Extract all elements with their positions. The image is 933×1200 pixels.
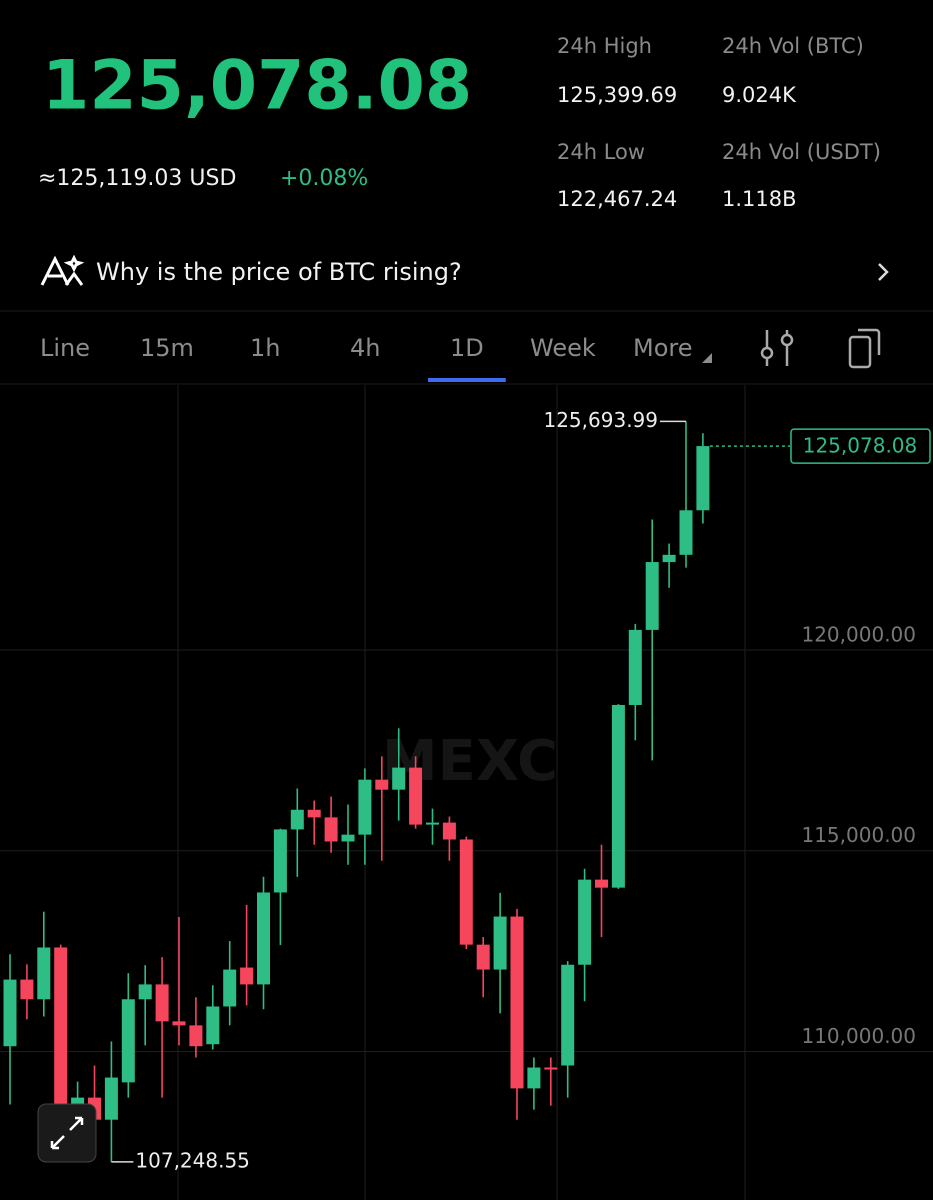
stat-value: 125,399.69 <box>557 83 677 107</box>
candle-body <box>493 916 507 970</box>
candle-body <box>155 984 169 1022</box>
usd-price: ≈125,119.03 USD <box>38 166 236 191</box>
candle-body <box>290 809 304 830</box>
candle-body <box>611 704 625 888</box>
high-label: 125,693.99 <box>543 408 658 432</box>
candle-body <box>527 1067 541 1089</box>
candle-body <box>341 834 355 842</box>
candle-body <box>20 979 34 1000</box>
tab[interactable]: More <box>633 334 693 362</box>
tabs: Line 15m 1h 4h 1D Week More <box>40 334 693 382</box>
tab[interactable]: 1h <box>250 334 280 362</box>
candle-body <box>189 1025 203 1047</box>
stat-label: 24h Low <box>557 140 645 164</box>
y-tick-label: 120,000.00 <box>801 622 916 646</box>
chevron <box>878 263 889 281</box>
candle-body <box>628 629 642 705</box>
tab[interactable]: Week <box>530 334 596 362</box>
candle-body <box>409 767 423 825</box>
candle-body <box>257 892 270 985</box>
candle-body <box>696 446 710 511</box>
candle-body <box>375 779 389 790</box>
tab[interactable]: 1D <box>450 334 484 362</box>
watermark: MEXC <box>382 729 558 794</box>
tab-underline <box>428 378 506 382</box>
ai-icon <box>40 254 85 286</box>
low-label: 107,248.55 <box>135 1148 250 1172</box>
banner[interactable]: Why is the price of BTC rising? <box>40 254 889 286</box>
stat-value: 122,467.24 <box>557 187 677 211</box>
stat-value: 9.024K <box>722 83 797 107</box>
candle-body <box>595 879 608 888</box>
candle-body <box>544 1067 558 1070</box>
y-tick-label: 110,000.00 <box>801 1024 916 1048</box>
candle-body <box>240 967 254 985</box>
candle-body <box>172 1021 186 1026</box>
banner-text: Why is the price of BTC rising? <box>96 258 462 286</box>
candle-body <box>3 979 17 1047</box>
candle-body <box>206 1006 220 1045</box>
candle-body <box>459 839 473 945</box>
candle-body <box>578 879 592 965</box>
plot: 110,000.00 115,000.00 120,000.00 125,693.99… <box>0 408 933 1172</box>
candle-body <box>273 829 287 893</box>
candle-body <box>662 554 676 563</box>
candle-body <box>324 817 338 842</box>
tab[interactable]: Line <box>40 334 90 362</box>
candle-body <box>561 964 575 1066</box>
tab[interactable]: 4h <box>350 334 380 362</box>
candle-body <box>358 779 372 835</box>
candle-body <box>104 1077 118 1120</box>
stat-label: 24h High <box>557 34 652 58</box>
candle-body <box>54 947 68 1105</box>
candle-body <box>510 916 524 1089</box>
tab[interactable]: 15m <box>140 334 194 362</box>
change: +0.08% <box>280 166 368 191</box>
rotate-icon[interactable] <box>848 328 881 369</box>
price-box-label: 125,078.08 <box>803 434 918 458</box>
candle-body <box>223 969 237 1007</box>
candle-body <box>307 809 321 818</box>
stat-label: 24h Vol (USDT) <box>722 140 881 164</box>
expand-button[interactable] <box>37 1103 97 1163</box>
candle-body <box>37 947 51 1000</box>
stat-value: 1.118B <box>722 187 797 211</box>
y-tick-label: 115,000.00 <box>801 823 916 847</box>
candle-body <box>442 822 456 840</box>
price: 125,078.08 <box>42 47 472 126</box>
more-caret <box>702 353 712 363</box>
candle-body <box>138 984 152 1000</box>
candle-body <box>679 510 693 555</box>
candle-body <box>645 562 659 630</box>
candle-body <box>121 999 135 1083</box>
settings-icon[interactable] <box>760 330 794 366</box>
candle-body <box>476 944 490 970</box>
stat-label: 24h Vol (BTC) <box>722 34 864 58</box>
price-box <box>790 428 931 464</box>
candle-body <box>392 767 406 790</box>
candle-body <box>426 822 439 825</box>
